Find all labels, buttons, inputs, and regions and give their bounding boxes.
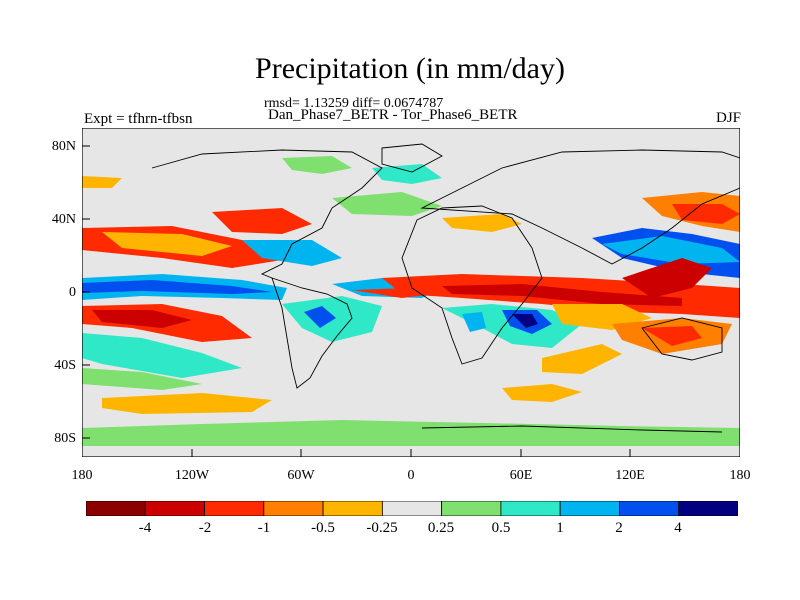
colorbar-box [144,501,205,516]
lon-tick-label: 60W [287,468,315,483]
coastlines [151,143,740,433]
colorbar-label: -2 [198,520,212,536]
lat-tick-label: 40N [51,212,76,227]
lat-tick-label: 40S [54,358,76,373]
colorbar-box [322,501,383,516]
lon-tick-label: 180 [71,468,93,483]
experiment-label: Expt = tfhrn-tfbsn [84,111,193,127]
colorbar-label: 4 [674,520,682,536]
lon-tick-label: 0 [407,468,415,483]
colorbar-label: -0.5 [311,520,335,536]
colorbar-label: 0.5 [491,520,511,536]
comparison-line: Dan_Phase7_BETR - Tor_Phase6_BETR [268,107,518,123]
stats-line: rmsd= 1.13259 diff= 0.0674787 [264,96,444,111]
colorbar-label: 1 [556,520,564,536]
plot-title: Precipitation (in mm/day) [255,52,565,85]
lon-tick-label: 120E [615,468,645,483]
lat-tick-label: 0 [69,285,76,300]
colorbar-box [678,501,738,516]
anomaly-field [82,156,740,446]
colorbar-box [500,501,561,516]
precipitation-map [82,128,740,457]
colorbar-label: -1 [257,520,271,536]
colorbar-box [619,501,680,516]
colorbar-box [381,501,443,516]
colorbar-box [204,501,265,516]
lat-tick-label: 80S [54,431,76,446]
colorbar-box [86,501,146,516]
colorbar-box [559,501,620,516]
lat-tick-label: 80N [51,139,76,154]
axis-ticks [82,145,631,457]
lon-tick-label: 180 [729,468,751,483]
season-label: DJF [715,110,741,126]
colorbar-label: -0.25 [366,520,398,536]
colorbar [86,501,738,516]
colorbar-label: 0.25 [427,520,455,536]
colorbar-label: -4 [138,520,152,536]
colorbar-box [263,501,324,516]
lon-tick-label: 120W [174,468,210,483]
colorbar-label: 2 [615,520,623,536]
lon-tick-label: 60E [509,468,533,483]
colorbar-box [441,501,502,516]
